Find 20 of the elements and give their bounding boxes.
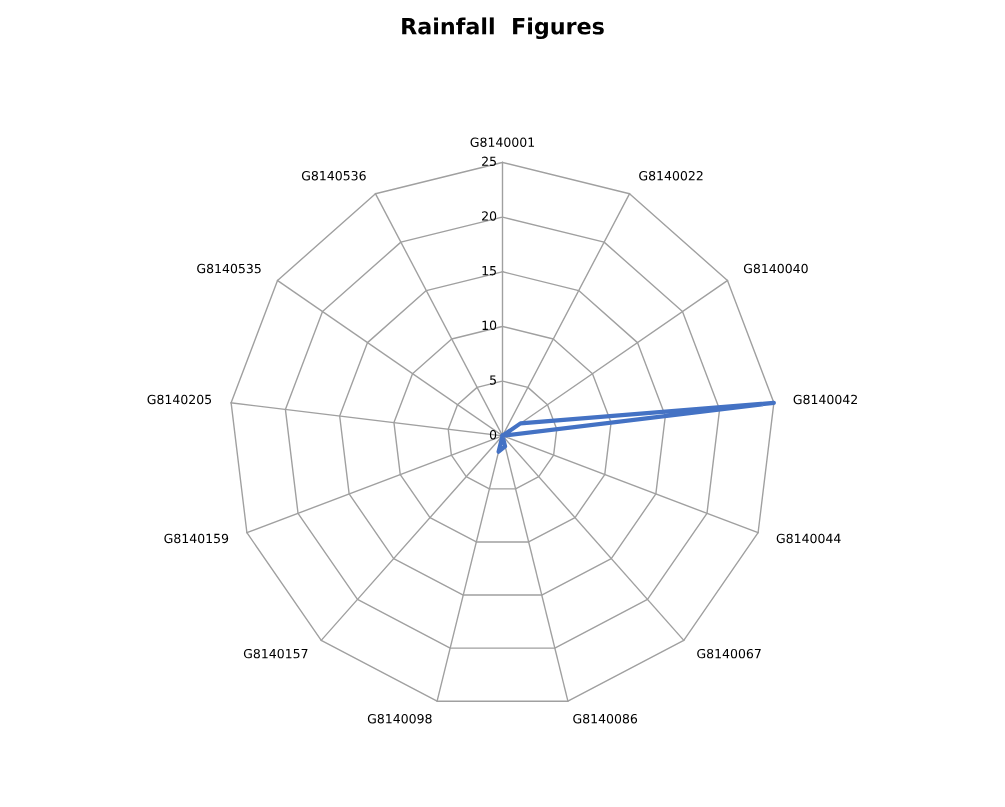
y-tick-label: 10 [482, 320, 497, 331]
y-tick-label: 15 [482, 266, 496, 276]
y-tick-label: 5 [490, 375, 496, 385]
spoke-label: G8140159 [164, 533, 229, 544]
spoke-label: G8140535 [197, 263, 261, 274]
y-tick-label: 20 [482, 211, 497, 221]
spoke-label: G8140067 [697, 648, 761, 659]
spoke-label: G8140044 [776, 533, 841, 544]
y-tick-label: 0 [489, 429, 497, 440]
spoke-label: G8140022 [639, 170, 703, 181]
spoke-label: G8140042 [793, 394, 857, 405]
spoke-label: G8140098 [367, 713, 432, 724]
spoke-label: G8140536 [301, 170, 366, 181]
spoke-label: G8140001 [470, 137, 535, 147]
y-tick-label: 25 [482, 156, 496, 167]
spoke-label: G8140205 [147, 394, 212, 405]
spoke-label: G8140040 [743, 263, 808, 274]
chart-title: Rainfall Figures [402, 17, 604, 40]
spoke-label: G8140157 [243, 648, 308, 659]
spoke-label: G8140086 [573, 713, 638, 724]
